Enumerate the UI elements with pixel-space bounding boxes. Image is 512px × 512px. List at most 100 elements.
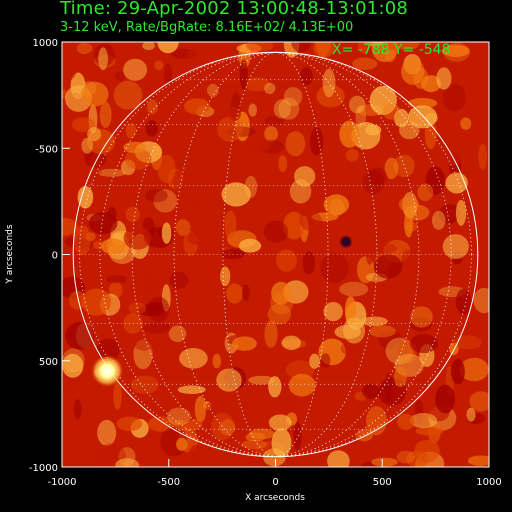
intensity-blob — [198, 121, 221, 133]
intensity-blob — [80, 81, 109, 107]
intensity-blob — [395, 42, 420, 51]
intensity-blob — [264, 349, 292, 366]
intensity-blob — [62, 379, 79, 393]
intensity-blob — [345, 148, 359, 162]
intensity-blob — [77, 186, 94, 209]
solar-limb — [72, 51, 479, 458]
intensity-blob — [164, 63, 172, 86]
intensity-blob — [239, 59, 248, 90]
intensity-blob — [436, 67, 452, 90]
intensity-blobs — [62, 42, 489, 467]
intensity-blob — [179, 348, 208, 369]
intensity-blob — [368, 325, 396, 338]
intensity-blob — [409, 413, 438, 429]
intensity-blob — [100, 238, 126, 255]
intensity-blob — [358, 42, 371, 54]
intensity-blob — [157, 42, 179, 54]
intensity-blob — [245, 432, 265, 442]
intensity-blob — [320, 353, 331, 368]
intensity-blob — [362, 170, 385, 195]
intensity-blob — [364, 154, 378, 177]
intensity-blob — [219, 419, 236, 436]
intensity-blob — [314, 182, 334, 200]
intensity-blob — [467, 455, 489, 466]
x-axis-ticks: -1000 -500 0 500 1000 — [47, 459, 502, 488]
intensity-blob — [68, 290, 87, 310]
intensity-blob — [336, 77, 348, 86]
intensity-blob — [88, 211, 118, 235]
intensity-blob — [96, 338, 120, 362]
intensity-blob — [211, 412, 235, 441]
intensity-blob — [406, 450, 429, 467]
intensity-blob — [410, 306, 433, 328]
intensity-blob — [394, 353, 424, 377]
intensity-blob — [188, 444, 204, 467]
intensity-blob — [327, 450, 350, 467]
intensity-blob — [147, 99, 158, 115]
intensity-blob — [278, 97, 300, 120]
intensity-blob — [459, 357, 489, 382]
intensity-blob — [288, 373, 316, 397]
x-tick-label: -500 — [157, 477, 180, 488]
y-tick-label: 1000 — [33, 38, 58, 49]
intensity-blob — [115, 458, 140, 467]
intensity-blob — [323, 194, 350, 215]
intensity-blob — [339, 281, 369, 297]
intensity-blob — [401, 58, 425, 85]
intensity-blob — [460, 424, 485, 445]
intensity-blob — [323, 302, 343, 322]
image-title: Time: 29-Apr-2002 13:00:48-13:01:08 — [60, 0, 409, 19]
intensity-blob — [364, 410, 382, 424]
intensity-blob — [361, 316, 388, 327]
intensity-blob — [384, 157, 399, 180]
intensity-blob — [393, 154, 415, 177]
intensity-blob — [264, 126, 278, 142]
intensity-blob — [264, 320, 278, 348]
intensity-blob — [154, 60, 164, 71]
intensity-blob — [175, 219, 191, 236]
intensity-blob — [263, 220, 289, 243]
intensity-blob — [275, 249, 297, 272]
intensity-blob — [309, 127, 324, 156]
intensity-blob — [455, 199, 467, 226]
intensity-blob — [145, 188, 168, 203]
intensity-blob — [116, 416, 143, 431]
intensity-blob — [309, 353, 320, 369]
intensity-blob — [145, 120, 158, 137]
intensity-blob — [283, 211, 305, 240]
intensity-blob — [241, 284, 250, 302]
intensity-blob — [438, 150, 464, 166]
intensity-blob — [147, 296, 170, 323]
intensity-blob — [113, 381, 122, 410]
x-tick-label: 500 — [373, 477, 392, 488]
intensity-blob — [431, 210, 446, 230]
intensity-blob — [264, 82, 276, 95]
intensity-blob — [97, 168, 126, 177]
intensity-blob — [397, 413, 415, 430]
intensity-blob — [238, 238, 262, 253]
intensity-blob — [441, 44, 470, 58]
flare-source[interactable] — [91, 354, 124, 387]
y-tick-label: -500 — [35, 144, 58, 155]
intensity-blob — [311, 212, 339, 222]
intensity-blob — [442, 234, 469, 259]
intensity-blob — [369, 85, 397, 115]
intensity-blob — [425, 166, 446, 195]
intensity-blob — [271, 428, 292, 458]
intensity-blob — [387, 42, 399, 50]
intensity-blob — [393, 366, 407, 387]
x-tick-label: -1000 — [47, 477, 76, 488]
intensity-blob — [435, 384, 456, 414]
intensity-blob — [194, 395, 207, 423]
intensity-blob — [123, 58, 148, 81]
dark-spot-source — [338, 234, 353, 249]
intensity-blob — [401, 249, 416, 272]
intensity-blob — [371, 42, 398, 63]
intensity-blob — [438, 203, 460, 224]
intensity-blob — [396, 450, 416, 464]
intensity-blob — [207, 83, 219, 97]
intensity-blob — [285, 360, 315, 380]
intensity-blob — [367, 167, 388, 186]
y-tick-label: -1000 — [29, 463, 58, 474]
